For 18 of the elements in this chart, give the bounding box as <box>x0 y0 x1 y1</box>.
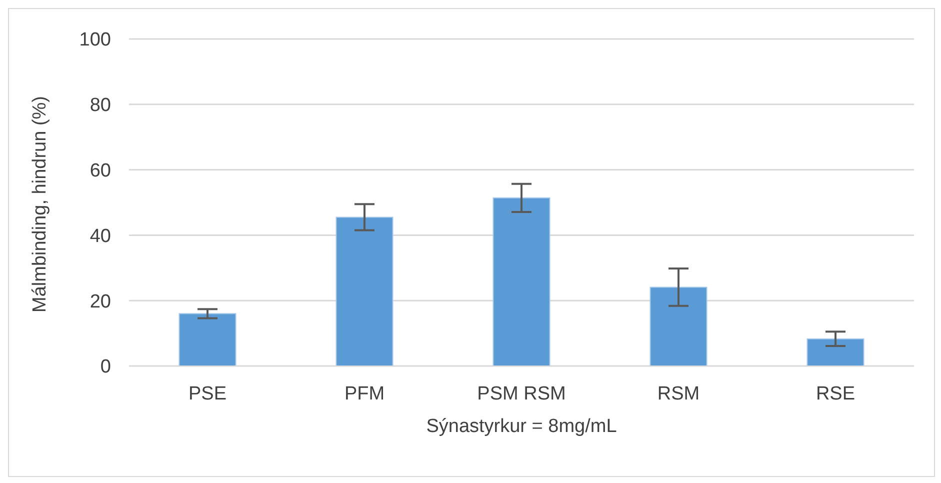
y-tick-label: 100 <box>79 30 111 51</box>
x-tick-label: PSE <box>188 383 227 404</box>
y-tick-label: 0 <box>100 356 111 378</box>
x-tick-label: RSE <box>816 383 856 404</box>
x-axis-title: Sýnastyrkur = 8mg/mL <box>426 416 617 437</box>
bar <box>336 216 394 366</box>
bar <box>650 286 708 366</box>
y-tick-label: 60 <box>90 160 111 182</box>
x-tick-label: PFM <box>344 383 385 404</box>
x-tick-label: PSM RSM <box>477 383 566 404</box>
y-tick-label: 20 <box>90 291 111 312</box>
y-tick-label: 80 <box>90 95 111 116</box>
y-tick-label: 40 <box>90 226 111 247</box>
bar <box>492 197 550 366</box>
y-axis-title: Málmbinding, hindrun (%) <box>30 96 51 312</box>
bar <box>806 338 864 366</box>
bar <box>178 313 236 366</box>
x-tick-label: RSM <box>657 383 700 404</box>
